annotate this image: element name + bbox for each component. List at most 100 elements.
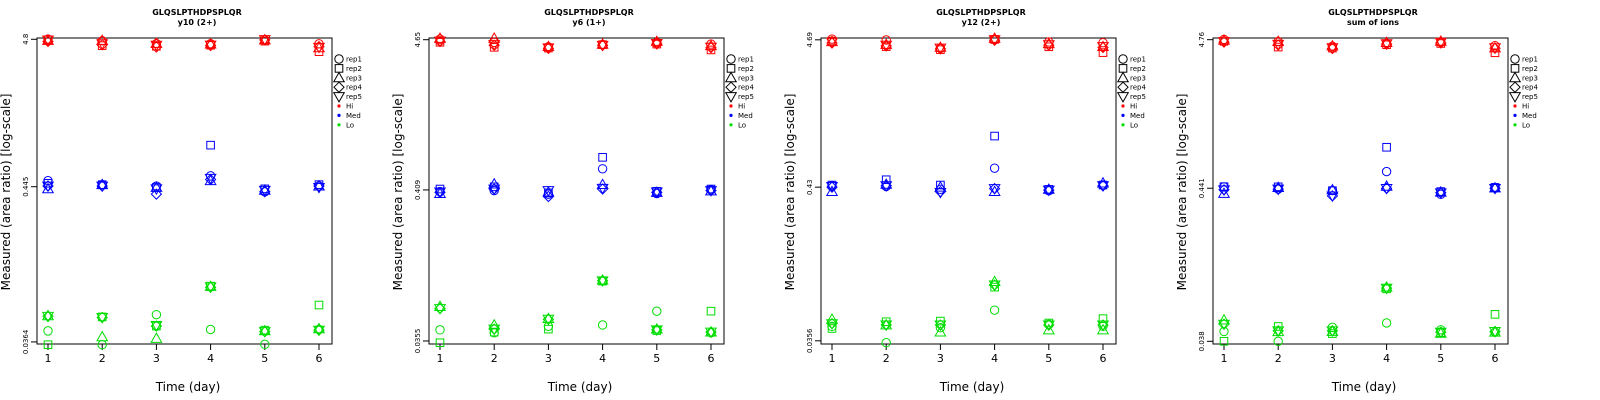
panel-1-legend-item: rep1 xyxy=(334,54,362,64)
panel-3-point-hi-rep5 xyxy=(1042,40,1055,51)
panel-2-legend-label: rep2 xyxy=(738,65,754,73)
panel-3-legend-item: Med xyxy=(1121,112,1145,120)
panel-4-legend-marker-rep3 xyxy=(1508,71,1522,83)
panel-3-point-lo-rep3 xyxy=(1042,323,1055,335)
panel-2-point-lo-rep5 xyxy=(542,314,555,326)
panel-4-ylabel: Measured (area ratio) [log-scale] xyxy=(1175,94,1189,291)
panel-2-legend-marker-rep2 xyxy=(726,64,736,73)
panel-1-legend-item: rep2 xyxy=(334,64,362,73)
panel-2-point-hi-rep5 xyxy=(542,43,555,55)
panel-1-point-lo-rep5 xyxy=(258,327,271,338)
panel-2-point-lo-rep3 xyxy=(704,325,718,337)
panel-3-point-med-rep3 xyxy=(934,180,947,192)
panel-2-point-med-rep5 xyxy=(488,184,501,196)
panel-1-ylabel: Measured (area ratio) [log-scale] xyxy=(0,94,13,291)
panel-2-ylabel: Measured (area ratio) [log-scale] xyxy=(391,94,405,291)
panel-4-legend-marker-rep1 xyxy=(1510,54,1520,64)
panel-1-x-tick-label: 6 xyxy=(316,352,323,365)
panel-4-legend-label: rep3 xyxy=(1522,74,1538,82)
panel-1-legend-dot-lo xyxy=(337,123,341,127)
panel-3-legend-item: rep3 xyxy=(1116,71,1146,82)
panel-3-legend-dot-lo xyxy=(1121,123,1125,127)
panel-2-point-lo-rep1 xyxy=(543,321,554,332)
panel-4-point-med-rep5 xyxy=(1488,183,1502,195)
panel-3-legend-dot-med xyxy=(1121,113,1125,117)
panel-1-point-med-rep3 xyxy=(312,179,326,191)
panel-3-legend-item: Hi xyxy=(1121,103,1137,111)
panel-1: GLQSLPTHDPSPLQR y10 (2+) Measured (area … xyxy=(0,8,362,394)
panel-4-point-med-rep3 xyxy=(1488,181,1502,193)
panel-3-point-hi-rep5 xyxy=(880,40,893,52)
panel-4-legend-item: Med xyxy=(1513,112,1537,120)
panel-1-point-med-rep4 xyxy=(150,188,163,200)
panel-2-legend-item: rep2 xyxy=(726,64,754,73)
panel-2-legend-marker-rep5 xyxy=(724,92,738,103)
panel-4-y-tick-label: 0.441 xyxy=(1198,178,1206,198)
panel-2-point-med-rep5 xyxy=(596,183,609,195)
panel-2-point-lo-rep5 xyxy=(650,325,663,337)
panel-3-legend-label: rep2 xyxy=(1130,65,1146,73)
panel-3-legend-marker-rep2 xyxy=(1118,64,1128,73)
panel-2-point-lo-rep2 xyxy=(435,338,445,348)
panel-4-x-tick-label: 5 xyxy=(1437,352,1444,365)
panel-4-legend-dot-hi xyxy=(1513,104,1517,108)
panel-2: GLQSLPTHDPSPLQR y6 (1+) Measured (area r… xyxy=(391,8,754,394)
panel-2-legend-item: rep5 xyxy=(724,92,754,103)
panel-4-point-hi-rep3 xyxy=(1488,41,1502,53)
panel-4-y-tick-label: 0.038 xyxy=(1198,331,1206,351)
panel-3-point-lo-rep2 xyxy=(1098,314,1108,323)
panel-2-point-med-rep2 xyxy=(598,153,607,162)
panel-2-point-lo-rep2 xyxy=(489,327,499,337)
panel-3-point-hi-rep1 xyxy=(881,35,891,45)
panel-2-xlabel: Time (day) xyxy=(547,380,613,394)
panel-3-point-med-rep3 xyxy=(825,185,839,197)
panel-4-point-lo-rep3 xyxy=(1380,280,1393,292)
panel-1-point-hi-rep5 xyxy=(258,35,271,46)
panel-1-xlabel: Time (day) xyxy=(155,380,221,394)
panel-3-legend-label: Med xyxy=(1130,112,1145,120)
panel-3-subtitle: y12 (2+) xyxy=(962,18,1001,27)
panel-4-legend-label: Med xyxy=(1522,112,1537,120)
panel-3-point-med-rep5 xyxy=(880,181,893,193)
panel-4-point-lo-rep5 xyxy=(1217,319,1231,331)
panel-3-legend-label: Hi xyxy=(1130,103,1137,111)
panel-4-y-tick-label: 4.76 xyxy=(1198,31,1206,47)
panel-3-point-hi-rep5 xyxy=(988,35,1001,46)
panel-3-point-lo-rep5 xyxy=(1096,320,1110,332)
panel-1-legend-item: Lo xyxy=(337,121,354,129)
panel-1-point-med-rep4 xyxy=(313,180,325,192)
panel-4-legend-dot-lo xyxy=(1513,123,1517,127)
panel-4-point-med-rep3 xyxy=(1380,180,1393,191)
panel-2-legend-item: rep1 xyxy=(726,54,754,64)
panel-2-point-lo-rep3 xyxy=(488,318,501,330)
panel-4-legend-item: rep5 xyxy=(1508,92,1538,103)
panel-4-x-tick-label: 4 xyxy=(1383,352,1390,365)
panel-1-point-med-rep5 xyxy=(258,185,271,197)
panel-1-legend-marker-rep3 xyxy=(332,71,346,83)
panel-4-point-lo-rep3 xyxy=(1217,313,1231,325)
panel-1-legend-dot-hi xyxy=(337,104,341,108)
panel-3-point-lo-rep1 xyxy=(935,323,946,333)
panel-3-point-hi-rep2 xyxy=(1098,48,1108,57)
panel-3-point-hi-rep5 xyxy=(825,37,839,49)
panel-3-point-lo-rep2 xyxy=(881,317,891,327)
panel-1-legend-label: rep3 xyxy=(346,74,362,82)
panel-4-title: GLQSLPTHDPSPLQR xyxy=(1328,8,1418,17)
panel-3-point-med-rep1 xyxy=(989,163,1000,173)
panel-1-point-lo-rep1 xyxy=(205,324,216,335)
panel-4-point-lo-rep5 xyxy=(1488,327,1502,338)
panel-1-x-tick-label: 5 xyxy=(261,352,268,365)
panel-4-legend-marker-rep2 xyxy=(1510,64,1520,73)
panel-4-point-lo-rep1 xyxy=(1381,318,1392,328)
panel-1-point-hi-rep5 xyxy=(312,42,326,54)
panel-1-title: GLQSLPTHDPSPLQR xyxy=(152,8,242,17)
panel-2-point-med-rep3 xyxy=(488,177,501,189)
panel-3-legend-item: rep1 xyxy=(1118,54,1146,64)
panel-2-legend-marker-rep1 xyxy=(726,54,736,64)
panel-1-legend-label: Lo xyxy=(346,121,354,129)
panel-4-point-lo-rep5 xyxy=(1326,326,1339,338)
panel-3-point-med-rep3 xyxy=(1096,176,1110,188)
panel-1-legend-label: rep5 xyxy=(346,93,362,101)
panel-3-point-lo-rep3 xyxy=(880,318,893,330)
